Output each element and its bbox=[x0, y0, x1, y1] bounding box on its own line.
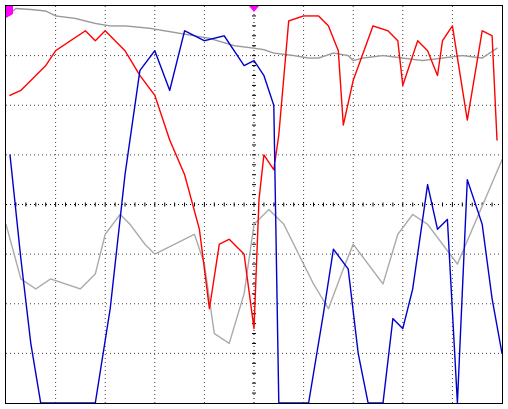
trace-1-line bbox=[9, 7, 498, 62]
trace-3-line bbox=[9, 15, 498, 330]
trigger-marker-top bbox=[249, 6, 259, 12]
markers bbox=[6, 6, 259, 18]
trigger-marker-left bbox=[6, 6, 13, 18]
plot-frame bbox=[5, 5, 503, 404]
trace-4-line bbox=[9, 30, 503, 404]
graticule bbox=[6, 6, 502, 403]
trace-2-line bbox=[5, 159, 503, 345]
